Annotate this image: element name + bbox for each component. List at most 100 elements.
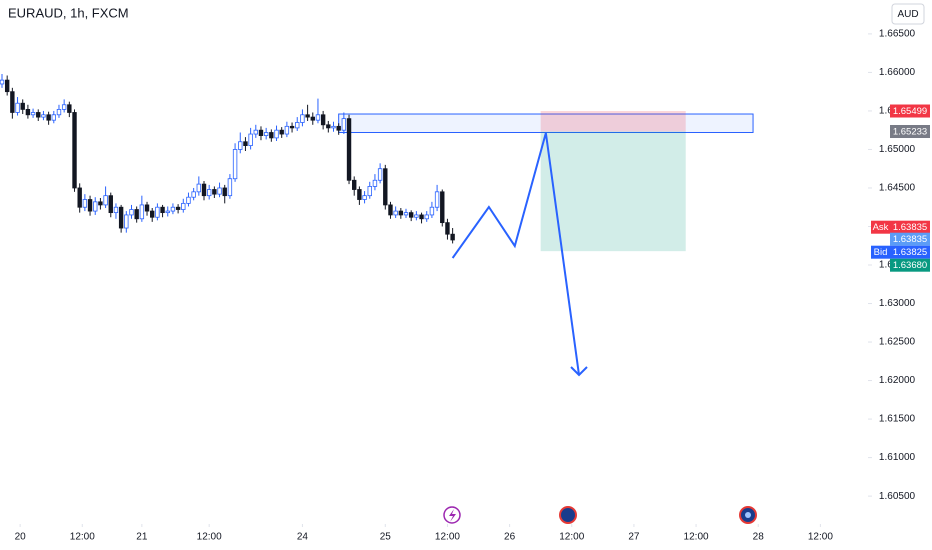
y-tick-label: 1.63000 (879, 298, 916, 309)
candle-body (243, 141, 248, 147)
entry-price-label-text: 1.65233 (893, 127, 927, 138)
candle-body (98, 201, 103, 206)
candle-body (305, 114, 310, 118)
candle-body (450, 233, 455, 241)
x-tick-label: 28 (753, 532, 765, 543)
candle-body (144, 204, 150, 212)
currency-button[interactable]: AUD (891, 3, 925, 25)
candle-body (20, 102, 25, 110)
candle-body (30, 112, 36, 116)
candle-body (362, 195, 367, 200)
bid-price-label-tag-text: Bid (874, 247, 888, 258)
candle-body (155, 206, 160, 218)
candle-body (284, 125, 290, 135)
candle-body (326, 124, 331, 129)
candle-body (15, 102, 20, 113)
bid-price-label-tag (871, 245, 890, 259)
x-tick-label: 26 (504, 532, 516, 543)
ask-price-label-box (890, 220, 930, 234)
y-tick-label: 1.66000 (879, 67, 916, 78)
candle-body (124, 214, 129, 229)
candle-body (258, 129, 264, 136)
candle-body (72, 112, 77, 189)
y-tick-label: 1.60500 (879, 491, 916, 502)
candle-body (212, 189, 217, 195)
candle-body (134, 209, 139, 220)
entry-price-label: 1.65233 (890, 125, 930, 139)
candle-body (41, 114, 46, 118)
candle-body (113, 206, 119, 214)
candle-body (393, 210, 398, 216)
x-tick-label: 27 (628, 532, 640, 543)
candle-body (139, 204, 145, 220)
y-tick-label: 1.61000 (879, 452, 916, 463)
last-price-label: 1.63835 (890, 232, 930, 246)
candle-body (408, 212, 414, 218)
candle-body (51, 114, 56, 121)
x-tick-label: 12:00 (684, 532, 709, 543)
x-tick-label: 25 (380, 532, 392, 543)
ask-price-label-tag-text: Ask (873, 222, 889, 233)
candle-body (238, 141, 243, 150)
candle-body (150, 210, 155, 218)
flag-glyph (745, 512, 751, 518)
candle-body (434, 191, 440, 208)
stop-zone (540, 111, 686, 132)
candle-body (300, 114, 305, 123)
candle-body (186, 196, 191, 204)
chart-title: EURAUD, 1h, FXCM (8, 5, 129, 20)
candle-body (419, 214, 424, 220)
candle-body (232, 149, 238, 180)
stop-price-label-text: 1.65499 (893, 106, 927, 117)
candle-body (429, 206, 435, 216)
candle-body (227, 178, 233, 197)
event-icon[interactable] (559, 506, 577, 524)
candle-body (315, 114, 321, 121)
bid-price-label: Bid 1.63825 (871, 245, 930, 259)
candle-body (403, 212, 409, 216)
last-price-label-box (890, 232, 930, 246)
candle-body (440, 191, 445, 224)
candle-body (87, 199, 93, 212)
candle-body (263, 132, 269, 136)
candle-body (175, 206, 181, 210)
candle-body (108, 195, 113, 214)
candle-body (424, 214, 429, 220)
currency-button-frame[interactable] (891, 3, 925, 25)
candle-body (77, 187, 82, 208)
candle-body (201, 183, 207, 197)
x-tick-label: 24 (297, 532, 309, 543)
y-tick-label: 1.65000 (879, 144, 916, 155)
plot (0, 73, 754, 377)
candle-body (160, 206, 165, 214)
lightning-glyph (449, 509, 456, 522)
candle-body (377, 168, 383, 181)
candle-body (61, 104, 67, 110)
candle-body (25, 108, 31, 116)
x-tick-label: 12:00 (197, 532, 222, 543)
candle-body (82, 199, 88, 208)
candle-body (93, 201, 98, 212)
candle-body (191, 191, 196, 198)
candle-body (165, 210, 170, 214)
currency-label[interactable]: AUD (897, 9, 918, 20)
candle-body (269, 132, 274, 139)
candle-body (46, 114, 51, 121)
target-price-label-text: 1.63680 (893, 260, 927, 271)
x-tick-label: 20 (15, 532, 27, 543)
y-tick-label: 1.61500 (879, 414, 916, 425)
last-price-label-text: 1.63835 (893, 234, 927, 245)
candle-body (367, 186, 372, 197)
candle-body (331, 125, 336, 129)
stop-price-label-box (890, 104, 930, 118)
x-tick-label: 12:00 (435, 532, 460, 543)
candle-body (357, 189, 362, 200)
ask-price-label-text: 1.63835 (893, 222, 927, 233)
x-tick-label: 12:00 (559, 532, 584, 543)
candle-body (118, 206, 124, 229)
candle-body (295, 122, 300, 129)
x-tick-label: 21 (136, 532, 148, 543)
projection-arrowhead (570, 366, 588, 377)
